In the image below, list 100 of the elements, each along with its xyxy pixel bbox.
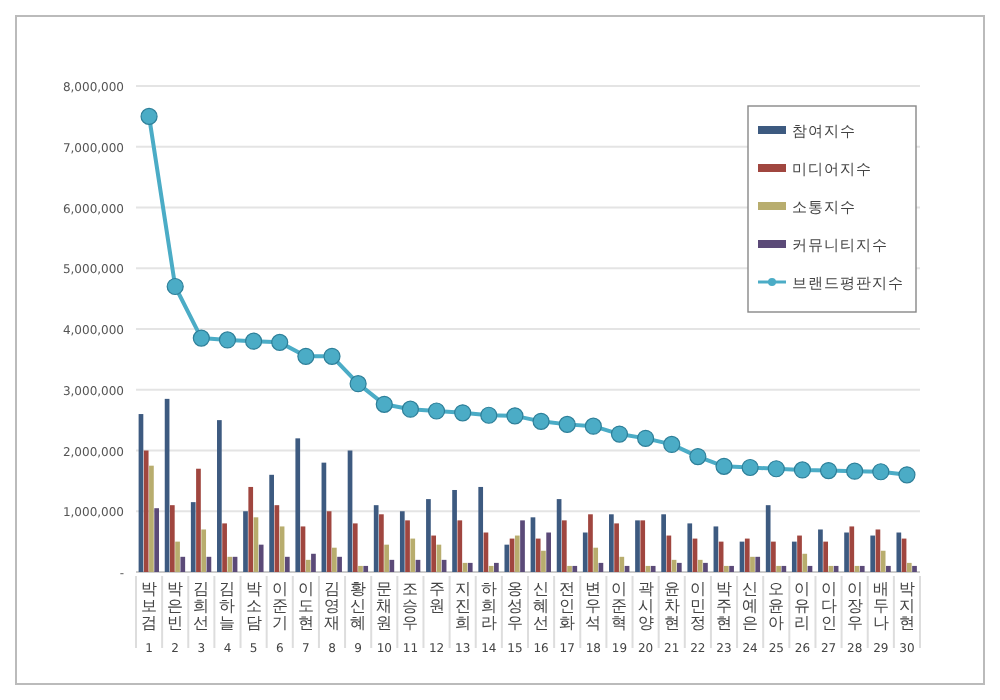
bar [431,535,437,572]
point [480,406,498,424]
bar [802,553,808,572]
bar [149,465,154,572]
point [271,333,289,351]
bar [143,450,149,572]
bar [384,544,389,572]
point [715,457,733,475]
point [192,329,210,347]
bar [823,541,829,572]
bar [724,565,729,572]
bar [849,526,855,572]
bar [859,565,865,572]
bar [520,520,525,572]
bar [467,562,473,572]
point [663,435,681,454]
bar [337,556,342,572]
bar [305,559,311,572]
bar [750,556,755,572]
point [898,466,916,484]
bar [912,565,917,572]
bar [363,565,369,572]
bar [332,547,337,572]
bar [818,529,823,572]
bar [514,535,520,572]
bar [676,562,682,572]
bar [295,438,301,572]
bar [765,505,771,572]
bar [776,565,781,572]
point [637,429,655,447]
bar [201,529,207,572]
bar [196,468,201,572]
bar [311,553,316,572]
bar [504,544,510,572]
bar [243,511,248,572]
bar [269,474,274,572]
bar [886,565,891,572]
bar [619,556,625,572]
point [846,462,864,480]
point [401,400,419,418]
point [166,277,184,296]
bar [190,502,196,572]
bar [488,565,494,572]
bar [640,520,646,572]
bar [650,565,656,572]
bar [593,547,599,572]
point [375,395,393,413]
bar [572,565,578,572]
bar [373,505,379,572]
bar [906,562,912,572]
bar [561,520,567,572]
bar [755,556,761,572]
bar [389,559,395,572]
bar [379,514,384,572]
point [872,463,890,481]
bar [588,514,593,572]
point [506,407,524,425]
bar [227,556,233,572]
point [741,458,759,477]
point [349,375,367,393]
bar [546,532,551,572]
bar [744,538,750,572]
bar [614,523,619,572]
bar [175,541,180,572]
bar [180,556,186,572]
bar [457,520,463,572]
bar [452,489,457,572]
bar [410,538,416,572]
bar [535,538,541,572]
bar [258,544,264,572]
bar [781,565,787,572]
point [297,347,315,365]
bar [426,499,431,572]
bar [284,556,290,572]
bar [697,559,703,572]
bar [771,541,776,572]
bar [154,508,159,572]
bar [248,486,254,572]
bar [880,550,886,572]
point [584,417,602,435]
point [140,107,158,125]
point [689,447,707,466]
point [427,402,446,420]
point [532,412,550,430]
bar [791,541,797,572]
bar [844,532,849,572]
point [793,461,811,479]
bar [399,511,405,572]
bar [661,514,666,572]
point [245,332,263,350]
point [610,425,629,443]
point [558,415,576,433]
bar [703,562,708,572]
bar [222,523,227,572]
point [767,460,785,478]
bar [609,514,614,572]
bar [352,523,358,572]
point [819,461,838,480]
bar [687,523,693,572]
bar [405,520,410,572]
